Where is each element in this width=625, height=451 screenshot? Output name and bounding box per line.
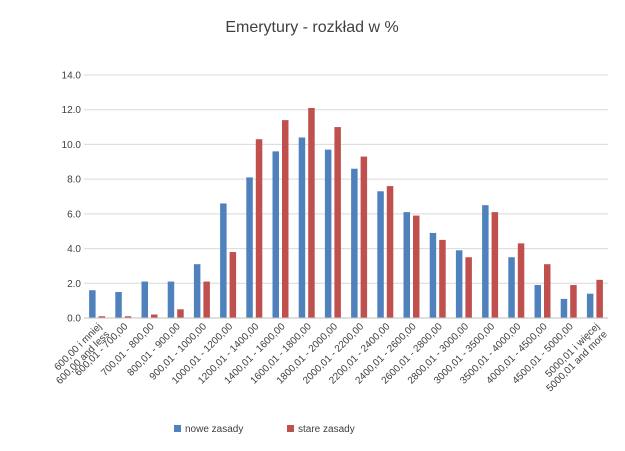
legend: nowe zasady stare zasady xyxy=(174,424,355,435)
y-tick-label: 4.0 xyxy=(67,244,81,255)
series-2 xyxy=(98,107,603,318)
bar xyxy=(220,203,227,318)
y-tick-label: 6.0 xyxy=(67,209,81,220)
bar xyxy=(534,285,541,318)
bar xyxy=(544,264,551,318)
gridlines xyxy=(84,74,608,284)
y-tick-label: 12.0 xyxy=(62,105,82,116)
y-axis-ticks: 0.0 2.0 4.0 6.0 8.0 10.0 12.0 14.0 xyxy=(62,71,82,325)
bars xyxy=(89,107,603,318)
bar xyxy=(386,186,394,318)
bar xyxy=(596,279,603,318)
y-tick-label: 10.0 xyxy=(62,140,82,151)
bar xyxy=(429,232,437,318)
bar xyxy=(308,107,315,318)
legend-item: nowe zasady xyxy=(174,424,243,435)
bar xyxy=(403,212,410,318)
bar xyxy=(124,316,132,318)
bar xyxy=(151,314,158,318)
bar xyxy=(255,139,263,318)
bar xyxy=(177,309,184,318)
bar xyxy=(98,316,106,318)
series-1 xyxy=(89,137,594,318)
bar xyxy=(570,285,577,318)
bar xyxy=(229,252,237,318)
bar xyxy=(439,239,446,318)
legend-swatch xyxy=(174,425,181,432)
bar xyxy=(141,281,148,318)
bar xyxy=(360,156,368,318)
legend-label: stare zasady xyxy=(298,424,355,435)
legend-label: nowe zasady xyxy=(185,424,243,435)
chart-title: Emerytury - rozkład w % xyxy=(225,19,398,36)
x-tick-label: 5000,01 i więcej5000,01 and more xyxy=(537,321,610,394)
bar xyxy=(508,257,515,318)
bar xyxy=(413,215,420,318)
legend-swatch xyxy=(287,425,294,432)
y-tick-label: 2.0 xyxy=(67,279,81,290)
bar xyxy=(465,257,472,318)
bar xyxy=(586,293,594,318)
bar xyxy=(482,205,489,318)
bar xyxy=(351,168,358,318)
bar xyxy=(282,120,289,318)
bar xyxy=(89,290,96,318)
y-tick-label: 14.0 xyxy=(62,71,82,82)
bar xyxy=(203,281,210,318)
bar xyxy=(334,127,341,318)
y-tick-label: 8.0 xyxy=(67,175,81,186)
bar xyxy=(272,151,279,318)
bar xyxy=(491,212,499,318)
bar xyxy=(115,291,122,318)
bar xyxy=(517,243,525,318)
bar xyxy=(560,298,568,318)
bar xyxy=(298,137,306,318)
legend-item: stare zasady xyxy=(287,424,355,435)
bar xyxy=(193,264,201,318)
y-tick-label: 0.0 xyxy=(67,314,81,325)
bar xyxy=(377,191,384,318)
bar xyxy=(246,177,253,318)
bar xyxy=(324,149,332,318)
bar xyxy=(455,250,463,318)
bar xyxy=(167,281,175,318)
